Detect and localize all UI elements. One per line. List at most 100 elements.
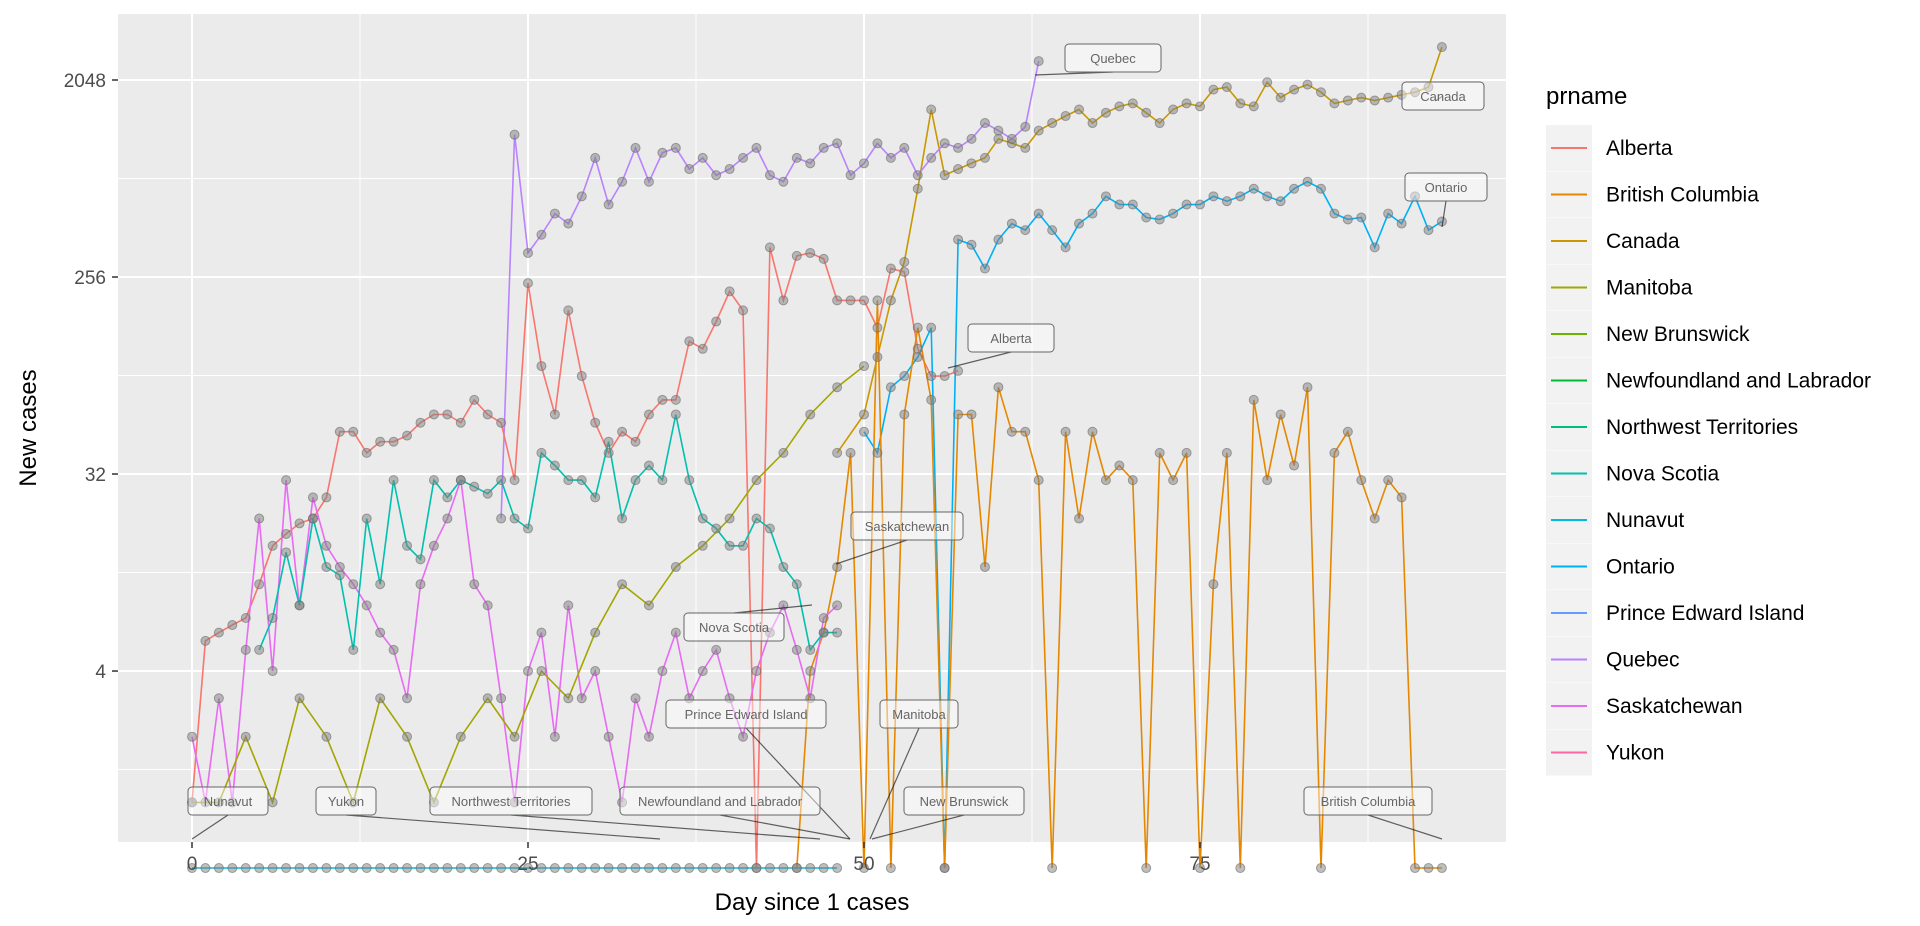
annotation-leader-prince-edward-island xyxy=(745,727,851,840)
data-point xyxy=(442,409,453,420)
data-point xyxy=(294,600,305,611)
data-point xyxy=(536,229,547,240)
data-point xyxy=(240,644,251,655)
data-point xyxy=(227,620,238,631)
data-point xyxy=(200,635,211,646)
data-point xyxy=(1181,98,1192,109)
data-point xyxy=(926,322,937,333)
data-point xyxy=(469,579,480,590)
data-point xyxy=(536,447,547,458)
data-point xyxy=(603,447,614,458)
data-point xyxy=(1221,82,1232,93)
x-tick-label: 0 xyxy=(187,854,198,875)
data-point xyxy=(1020,225,1031,236)
data-point xyxy=(254,513,265,524)
data-point xyxy=(939,138,950,149)
data-point xyxy=(590,152,601,163)
data-point xyxy=(442,513,453,524)
data-point xyxy=(778,176,789,187)
data-point xyxy=(1221,447,1232,458)
legend-label-british-columbia: British Columbia xyxy=(1606,184,1759,207)
data-point xyxy=(294,863,305,874)
data-point xyxy=(348,797,359,808)
annotation-box-british-columbia xyxy=(1303,786,1433,816)
data-point xyxy=(321,561,332,572)
data-point xyxy=(375,863,386,874)
data-point xyxy=(751,475,762,486)
data-point xyxy=(536,666,547,677)
annotation-box-northwest-territories xyxy=(429,786,593,816)
data-point xyxy=(953,142,964,153)
data-point xyxy=(402,731,413,742)
data-point xyxy=(240,613,251,624)
data-point xyxy=(1262,77,1273,88)
data-point xyxy=(402,540,413,551)
y-tick-label: 2048 xyxy=(64,71,106,92)
data-point xyxy=(1114,460,1125,471)
data-point xyxy=(1195,101,1205,112)
data-point xyxy=(1195,863,1205,874)
data-point xyxy=(791,250,802,261)
annotation-box-nunavut xyxy=(187,786,269,816)
data-point xyxy=(1329,98,1340,109)
data-point xyxy=(576,693,587,704)
data-point xyxy=(899,371,910,382)
data-point xyxy=(617,176,628,187)
data-point xyxy=(1315,183,1326,194)
data-point xyxy=(200,797,211,808)
data-point xyxy=(993,234,1004,245)
data-point xyxy=(509,797,520,808)
data-point xyxy=(307,492,318,503)
data-point xyxy=(738,540,749,551)
data-point xyxy=(1396,492,1407,503)
data-point xyxy=(590,863,601,874)
data-point xyxy=(1289,183,1300,194)
data-point xyxy=(818,253,829,264)
data-point xyxy=(791,152,802,163)
data-point xyxy=(402,693,413,704)
data-point xyxy=(885,863,896,874)
data-point xyxy=(267,540,278,551)
data-point xyxy=(738,305,749,316)
x-tick-label: 25 xyxy=(517,854,538,875)
data-point xyxy=(643,731,654,742)
data-point xyxy=(724,164,735,175)
data-point xyxy=(1262,475,1273,486)
data-point xyxy=(1356,475,1367,486)
legend-title: prname xyxy=(1546,83,1627,110)
data-point xyxy=(1141,863,1152,874)
data-point xyxy=(1342,95,1353,106)
data-point xyxy=(697,343,708,354)
data-point xyxy=(630,475,641,486)
data-point xyxy=(778,295,789,306)
axes: 0 25 50 75 4 32 256 2048 xyxy=(64,71,1211,875)
data-point xyxy=(738,731,749,742)
data-point xyxy=(1423,863,1434,874)
data-point xyxy=(751,666,762,677)
data-point xyxy=(832,382,843,393)
data-point xyxy=(724,540,735,551)
annotation-label-british-columbia: British Columbia xyxy=(1321,794,1416,809)
data-point xyxy=(1020,142,1031,153)
data-point xyxy=(630,863,641,874)
annotations-layer: Quebec Canada Ontario Alberta Saskatchewan No… xyxy=(187,43,1488,840)
data-point xyxy=(805,666,816,677)
data-point xyxy=(375,693,386,704)
data-point xyxy=(1060,426,1071,437)
data-point xyxy=(1410,87,1421,98)
data-point xyxy=(912,183,923,194)
data-point xyxy=(1289,460,1300,471)
data-point xyxy=(1141,107,1152,118)
data-point xyxy=(643,863,654,874)
data-point xyxy=(509,863,520,874)
data-point xyxy=(899,256,910,267)
data-point xyxy=(1020,121,1031,132)
data-point xyxy=(294,518,305,529)
data-point xyxy=(375,579,386,590)
data-point xyxy=(1315,863,1326,874)
data-point xyxy=(872,138,883,149)
data-point xyxy=(939,863,950,874)
data-point xyxy=(1033,475,1044,486)
series-line-manitoba xyxy=(192,365,865,805)
data-point xyxy=(818,142,829,153)
